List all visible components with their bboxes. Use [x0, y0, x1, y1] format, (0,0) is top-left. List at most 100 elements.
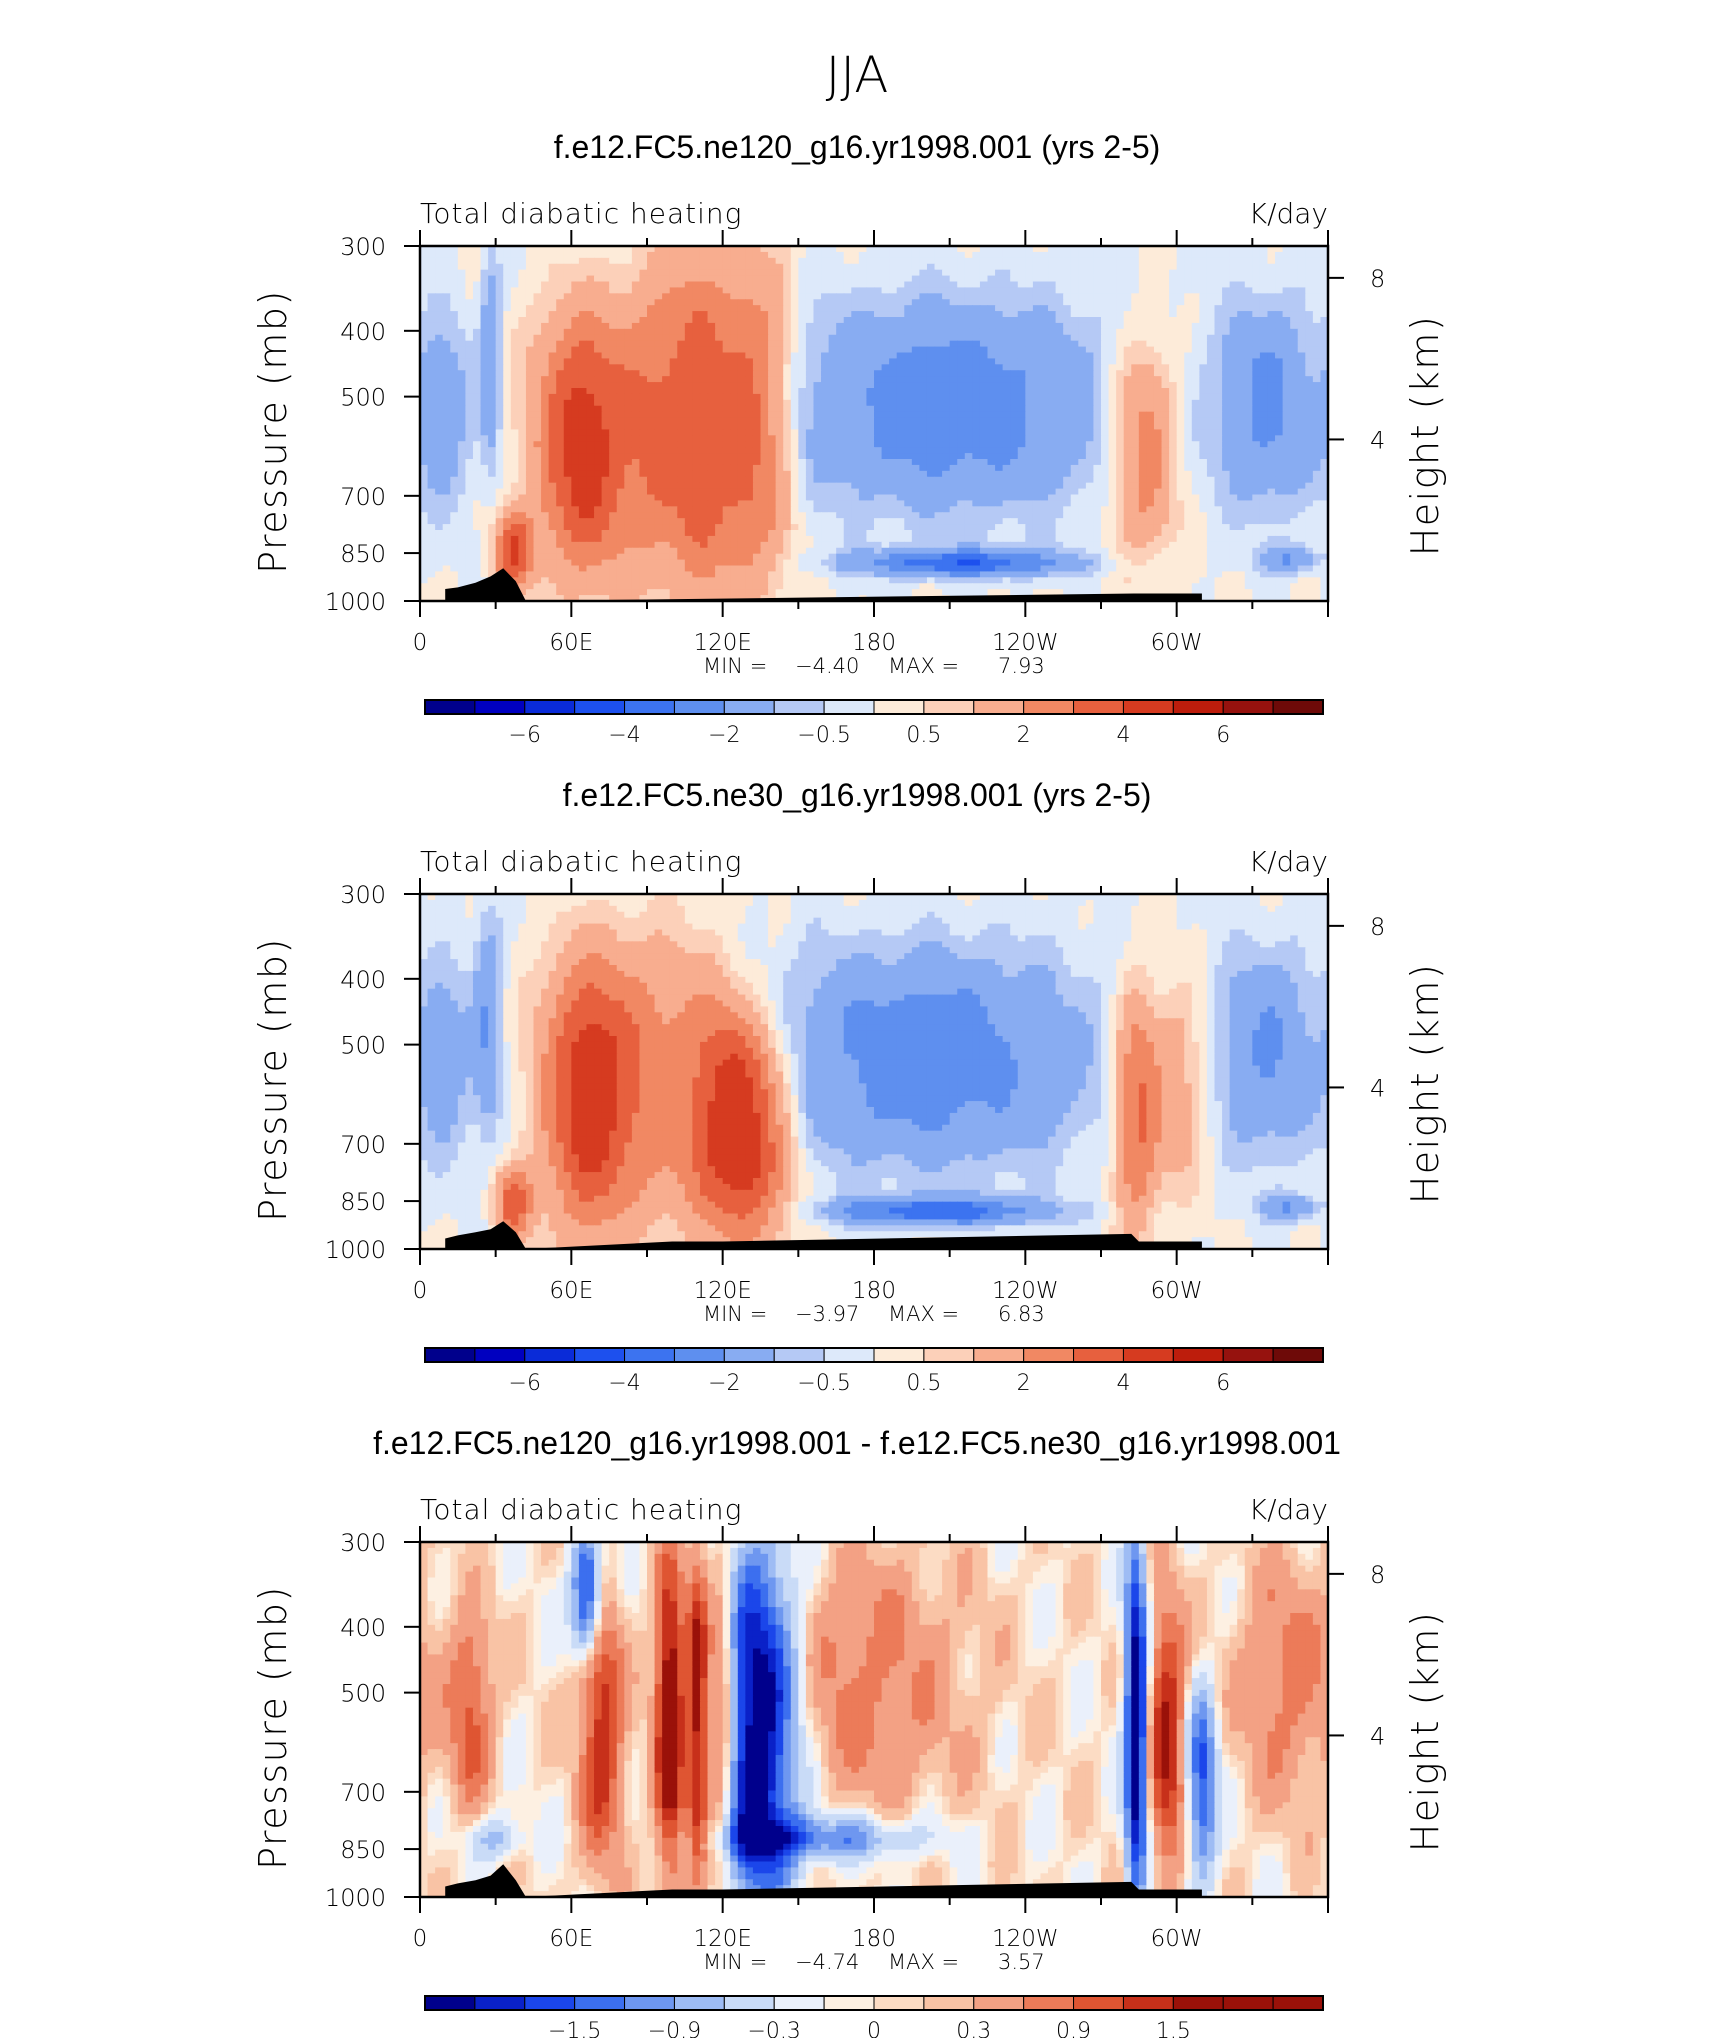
heatmap-cell [1169, 482, 1178, 490]
heatmap-cell [1017, 429, 1026, 436]
heatmap-cell [427, 376, 436, 383]
heatmap-cell [609, 311, 618, 318]
heatmap-cell [472, 305, 482, 312]
heatmap-cell [684, 251, 693, 259]
heatmap-cell [843, 447, 852, 454]
heatmap-cell [699, 305, 709, 312]
heatmap-cell [1123, 453, 1132, 460]
heatmap-cell [752, 423, 762, 431]
heatmap-cell [601, 447, 610, 454]
heatmap-cell [1229, 435, 1238, 442]
heatmap-cell [911, 346, 920, 354]
heatmap-cell [533, 464, 542, 472]
heatmap-cell [1138, 322, 1147, 330]
heatmap-cell [457, 299, 466, 306]
heatmap-cell [647, 417, 656, 425]
heatmap-cell [768, 488, 777, 496]
heatmap-cell [707, 399, 716, 407]
heatmap-cell [707, 470, 716, 478]
heatmap-cell [465, 488, 474, 496]
heatmap-cell [1312, 293, 1322, 300]
heatmap-cell [1063, 340, 1072, 348]
heatmap-cell [1070, 311, 1079, 318]
heatmap-cell [881, 352, 890, 360]
heatmap-cell [722, 269, 731, 277]
heatmap-cell [518, 405, 527, 413]
heatmap-cell [510, 317, 519, 324]
heatmap-cell [556, 482, 565, 490]
heatmap-cell [730, 305, 739, 312]
heatmap-cell [1312, 405, 1322, 413]
heatmap-cell [1070, 317, 1079, 324]
heatmap-cell [1312, 417, 1322, 425]
heatmap-cell [775, 405, 784, 413]
heatmap-cell [631, 388, 641, 395]
heatmap-cell [926, 334, 936, 342]
heatmap-cell [1312, 470, 1322, 478]
heatmap-cell [1244, 364, 1253, 371]
heatmap-cell [1267, 251, 1276, 259]
heatmap-cell [450, 334, 459, 342]
heatmap-cell [813, 251, 822, 259]
heatmap-cell [1176, 346, 1185, 354]
heatmap-cell [1297, 287, 1306, 294]
heatmap-cell [851, 305, 860, 312]
heatmap-cell [1206, 269, 1216, 277]
heatmap-cell [836, 453, 845, 460]
heatmap-cell [427, 470, 436, 478]
heatmap-cell [1290, 299, 1299, 306]
heatmap-cell [563, 470, 572, 478]
heatmap-cell [934, 435, 943, 442]
heatmap-cell [987, 352, 996, 360]
heatmap-cell [1275, 246, 1284, 253]
heatmap-cell [1305, 275, 1314, 283]
heatmap-cell [1048, 435, 1057, 442]
heatmap-cell [1229, 405, 1238, 413]
heatmap-cell [995, 376, 1004, 383]
heatmap-cell [783, 459, 792, 466]
heatmap-cell [836, 429, 845, 436]
heatmap-cell [987, 293, 996, 300]
heatmap-cell [578, 334, 588, 342]
heatmap-cell [828, 251, 837, 259]
heatmap-cell [987, 317, 996, 324]
heatmap-cell [1206, 405, 1216, 413]
heatmap-cell [1161, 388, 1170, 395]
heatmap-cell [601, 317, 610, 324]
heatmap-cell [669, 246, 678, 253]
heatmap-cell [896, 405, 905, 413]
heatmap-cell [987, 358, 996, 365]
heatmap-cell [851, 447, 860, 454]
heatmap-cell [1138, 340, 1147, 348]
heatmap-cell [510, 311, 519, 318]
heatmap-cell [578, 453, 588, 460]
heatmap-cell [578, 382, 588, 389]
heatmap-cell [874, 476, 883, 484]
heatmap-cell [1048, 340, 1057, 348]
heatmap-cell [911, 281, 920, 289]
heatmap-cell [472, 263, 482, 271]
heatmap-cell [1229, 269, 1238, 277]
heatmap-cell [1085, 405, 1095, 413]
heatmap-cell [1010, 370, 1019, 377]
heatmap-cell [616, 305, 625, 312]
heatmap-cell [972, 388, 981, 395]
heatmap-cell [631, 399, 641, 407]
heatmap-cell [1078, 476, 1087, 484]
heatmap-cell [1305, 293, 1314, 300]
heatmap-cell [578, 246, 588, 253]
heatmap-cell [556, 305, 565, 312]
heatmap-cell [435, 376, 444, 383]
heatmap-cell [1259, 269, 1269, 277]
heatmap-cell [503, 311, 512, 318]
heatmap-cell [904, 299, 913, 306]
heatmap-cell [904, 257, 913, 265]
heatmap-cell [760, 346, 769, 354]
heatmap-cell [1290, 447, 1299, 454]
heatmap-cell [730, 423, 739, 431]
heatmap-cell [979, 370, 989, 377]
heatmap-cell [1320, 263, 1329, 271]
heatmap-cell [609, 423, 618, 431]
heatmap-cell [503, 382, 512, 389]
heatmap-cell [1002, 393, 1011, 401]
